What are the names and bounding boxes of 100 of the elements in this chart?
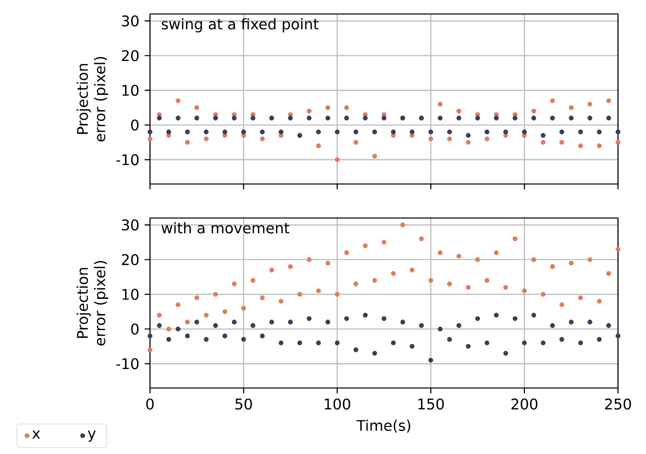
point: [250, 116, 256, 120]
point: [278, 130, 284, 134]
point: [306, 257, 312, 262]
point: [606, 323, 612, 328]
point: [550, 116, 555, 120]
point: [241, 337, 246, 342]
point: [550, 264, 555, 269]
point: [390, 271, 396, 276]
y-tick-label: 20: [122, 254, 139, 266]
point: [250, 278, 256, 283]
point: [578, 295, 583, 300]
point: [344, 250, 349, 256]
point: [616, 140, 620, 145]
point: [578, 143, 583, 148]
point: [466, 133, 471, 138]
point: [166, 130, 172, 134]
point: [466, 284, 471, 290]
point: [372, 278, 378, 283]
point: [456, 254, 462, 259]
point: [588, 257, 592, 262]
point: [156, 323, 162, 328]
point: [250, 323, 256, 328]
point: [522, 130, 527, 134]
point: [494, 312, 499, 318]
point: [578, 130, 583, 134]
point: [260, 136, 265, 142]
point: [362, 116, 368, 120]
point: [447, 282, 452, 286]
point: [306, 316, 312, 322]
point: [334, 157, 340, 162]
point: [232, 116, 237, 120]
point: [372, 350, 378, 356]
point: [540, 340, 546, 346]
point: [438, 326, 443, 332]
point: [148, 130, 152, 134]
point: [568, 116, 574, 120]
y-tick-label: 30: [122, 15, 139, 26]
point: [522, 288, 527, 294]
point: [297, 340, 302, 346]
point: [531, 312, 536, 318]
point: [260, 295, 265, 300]
point: [540, 140, 546, 145]
point: [325, 116, 330, 120]
point: [531, 116, 536, 120]
point: [410, 130, 414, 134]
point: [382, 116, 386, 120]
point: [382, 240, 386, 245]
point: [213, 323, 218, 328]
point: [531, 257, 536, 262]
point: [456, 323, 462, 328]
point: [288, 116, 293, 120]
point: [475, 116, 480, 120]
point: [194, 320, 200, 324]
point: [466, 344, 471, 349]
y-tick-label: -10: [116, 154, 139, 166]
point: [390, 130, 396, 134]
point: [550, 323, 555, 328]
point: [372, 154, 378, 159]
point: [596, 143, 602, 148]
point: [278, 298, 284, 304]
point: [588, 116, 592, 120]
point: [344, 316, 349, 322]
legend-label: y: [88, 430, 96, 442]
point: [176, 326, 180, 332]
point: [297, 292, 302, 297]
point: [616, 334, 620, 338]
point: [316, 130, 321, 134]
point: [354, 347, 358, 352]
point: [494, 250, 499, 256]
point: [588, 102, 592, 107]
point: [325, 105, 330, 110]
point: [568, 260, 574, 266]
point: [344, 116, 349, 120]
legend-label: x: [32, 430, 40, 439]
point: [278, 340, 284, 346]
point: [185, 130, 190, 134]
point: [354, 130, 358, 134]
point: [606, 98, 612, 104]
x-tick-label: 50: [235, 398, 252, 410]
point: [447, 337, 452, 342]
point: [616, 246, 620, 252]
point: [222, 130, 228, 134]
point: [475, 257, 480, 262]
point: [222, 334, 228, 338]
point: [540, 292, 546, 297]
point: [334, 292, 340, 297]
point: [306, 116, 312, 120]
point: [503, 350, 508, 356]
point: [213, 292, 218, 297]
point: [156, 116, 162, 120]
point: [606, 116, 612, 120]
x-tick-label: 250: [605, 398, 632, 410]
point: [596, 130, 602, 134]
point: [288, 320, 293, 324]
point: [428, 130, 434, 134]
point: [531, 108, 536, 114]
point: [194, 105, 200, 110]
point: [260, 130, 265, 134]
point: [568, 320, 574, 324]
point: [204, 130, 209, 134]
